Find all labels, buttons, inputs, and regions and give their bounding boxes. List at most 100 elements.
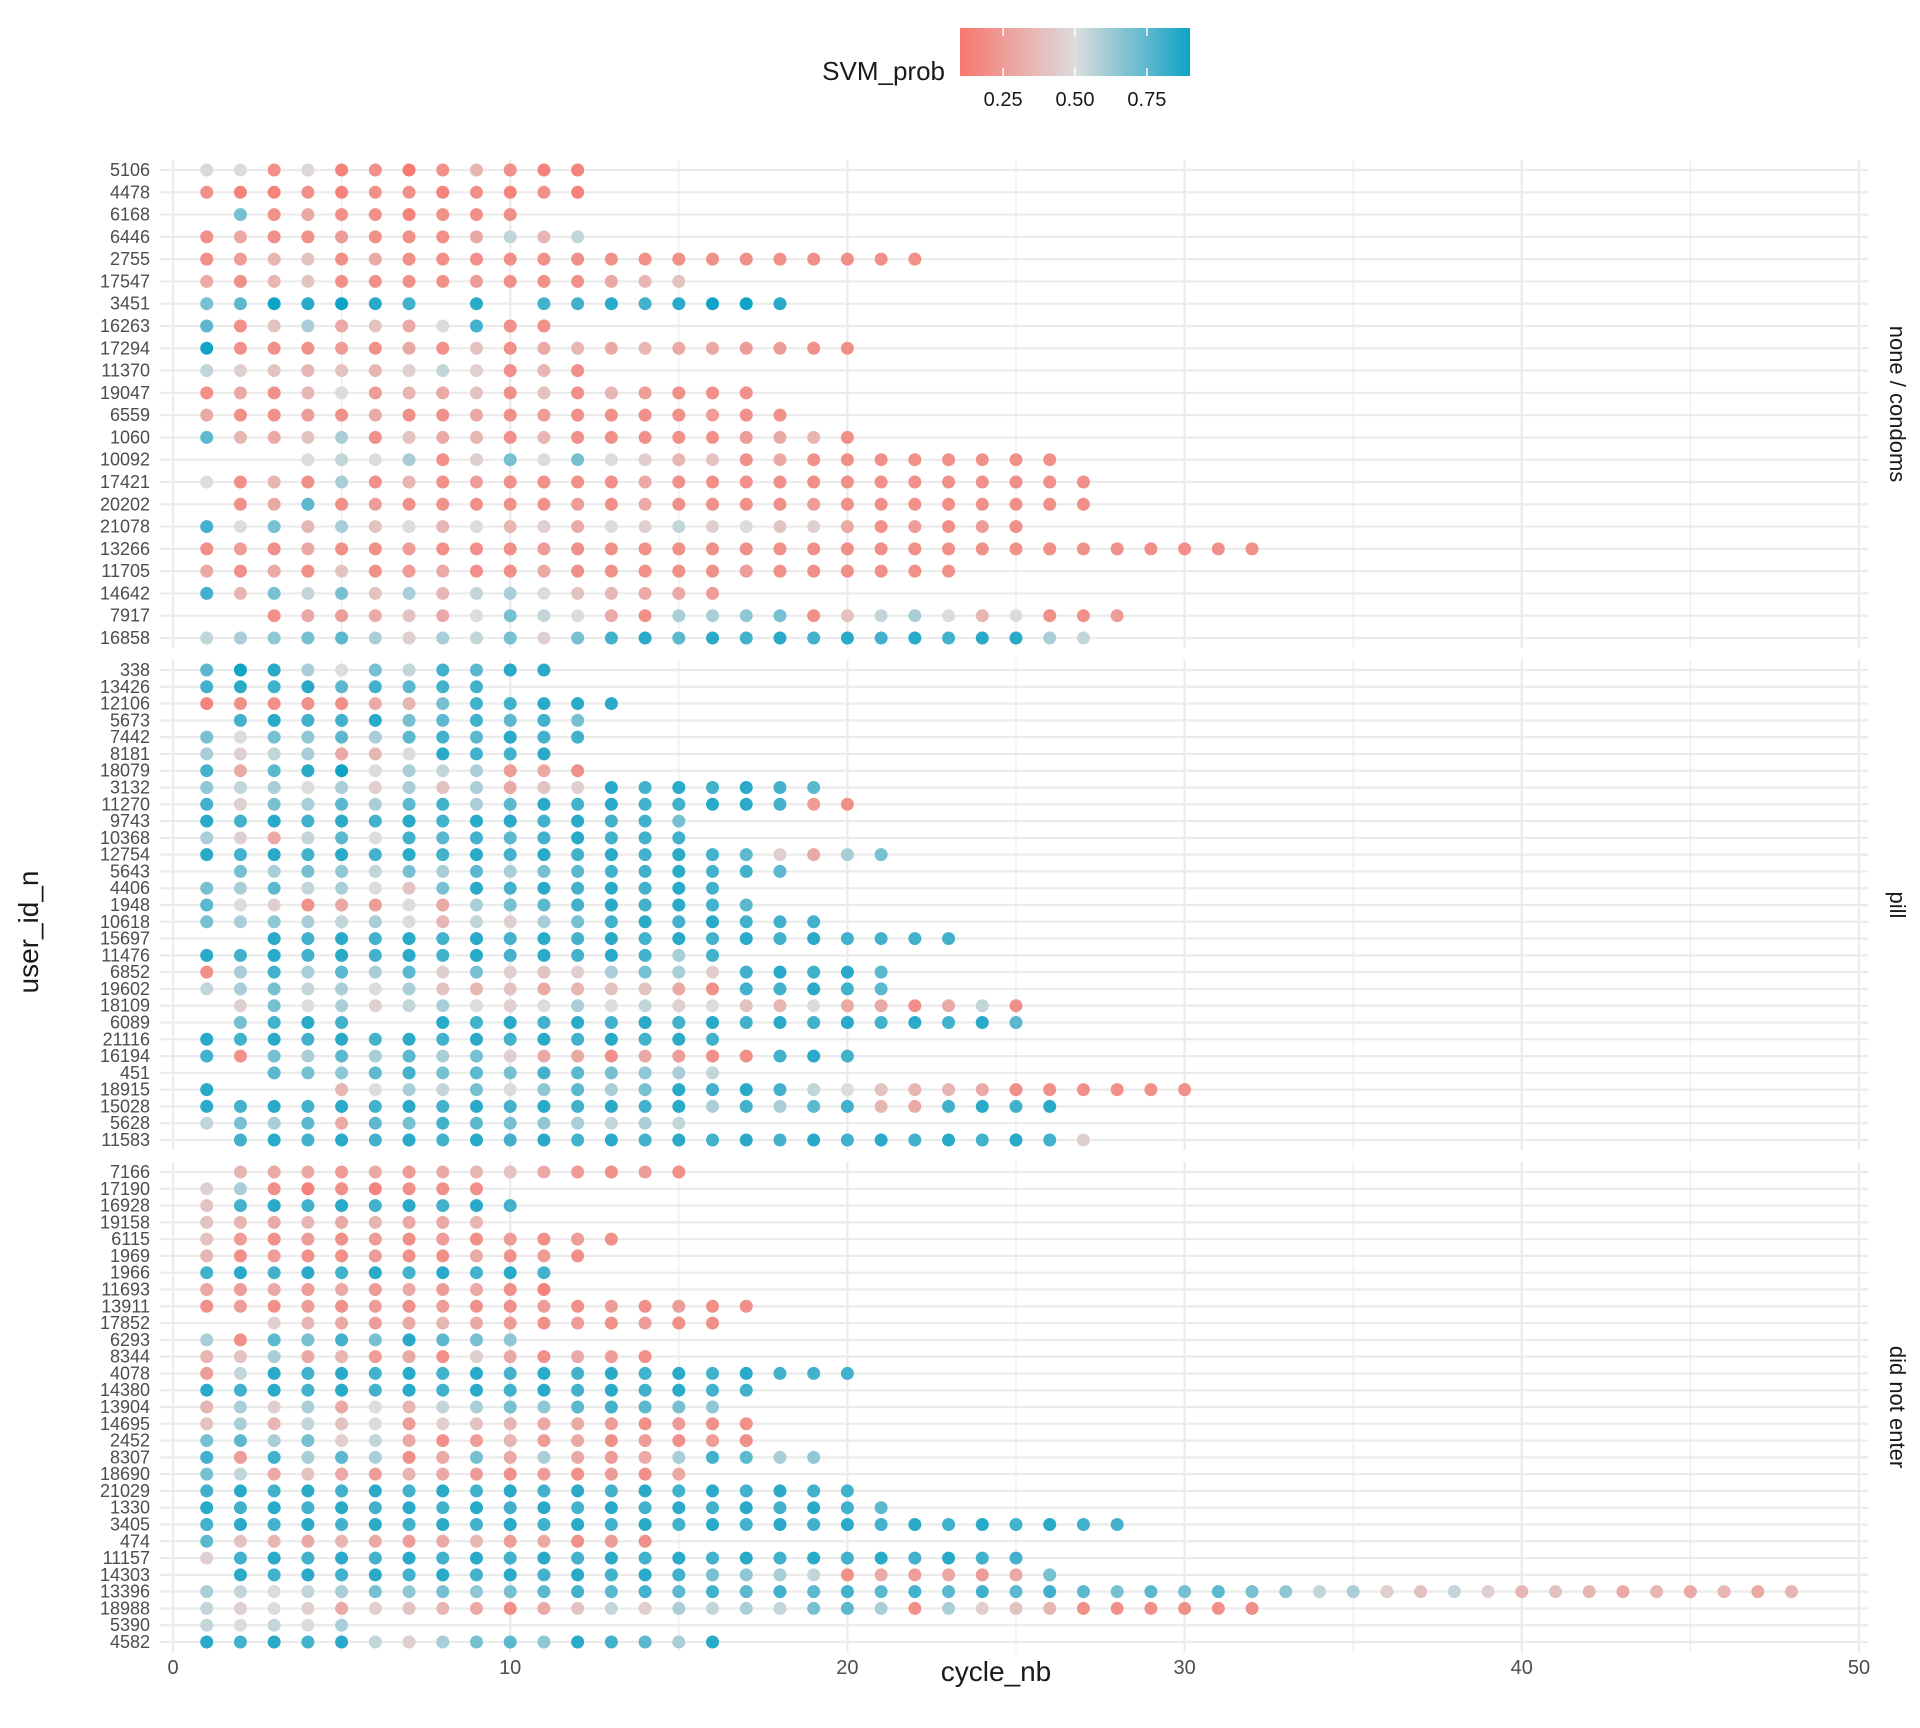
data-point: [672, 430, 686, 444]
data-point: [706, 915, 720, 929]
data-point: [638, 1417, 652, 1431]
user-id-label: 14380: [100, 1380, 150, 1400]
data-point: [773, 1083, 787, 1097]
data-point: [537, 797, 551, 811]
data-point: [571, 1083, 585, 1097]
data-point: [908, 1568, 922, 1582]
user-id-label: 1969: [110, 1246, 150, 1266]
user-id-label: 20202: [100, 494, 150, 514]
data-point: [604, 1484, 618, 1498]
data-point: [1110, 1585, 1124, 1599]
data-point: [200, 319, 214, 333]
data-point: [469, 1551, 483, 1565]
data-point: [503, 932, 517, 946]
data-point: [571, 1066, 585, 1080]
data-point: [638, 1099, 652, 1113]
data-point: [706, 1501, 720, 1515]
data-point: [706, 1450, 720, 1464]
data-point: [402, 1299, 416, 1313]
data-point: [503, 1383, 517, 1397]
data-point: [233, 781, 247, 794]
data-point: [638, 1450, 652, 1464]
data-point: [402, 764, 416, 778]
data-point: [537, 185, 551, 199]
data-point: [368, 864, 382, 878]
data-point: [335, 1585, 349, 1599]
data-point: [840, 1568, 854, 1582]
data-point: [402, 1434, 416, 1448]
data-point: [233, 1133, 247, 1147]
data-point: [301, 341, 315, 355]
data-point: [571, 497, 585, 511]
data-point: [301, 497, 315, 511]
data-point: [402, 364, 416, 378]
data-point: [301, 1467, 315, 1481]
data-point: [571, 609, 585, 623]
data-point: [1211, 1601, 1225, 1615]
data-point: [368, 1484, 382, 1498]
data-point: [1178, 1601, 1192, 1615]
data-point: [739, 848, 753, 862]
data-point: [233, 1534, 247, 1548]
user-id-label: 11157: [103, 1548, 150, 1568]
data-point: [1043, 1083, 1057, 1097]
data-point: [874, 252, 888, 266]
data-point: [436, 453, 450, 467]
data-point: [200, 1417, 214, 1431]
data-point: [571, 163, 585, 177]
data-point: [267, 1165, 281, 1179]
data-point: [368, 341, 382, 355]
data-point: [908, 1585, 922, 1599]
data-point: [571, 1249, 585, 1263]
data-point: [1009, 520, 1023, 534]
data-point: [402, 163, 416, 177]
data-point: [436, 1215, 450, 1229]
data-point: [638, 1501, 652, 1515]
data-point: [436, 1299, 450, 1313]
data-point: [301, 542, 315, 556]
data-point: [436, 1551, 450, 1565]
user-id-label: 4582: [110, 1632, 150, 1652]
data-point: [874, 932, 888, 946]
data-point: [469, 1066, 483, 1080]
data-point: [706, 1434, 720, 1448]
data-point: [1110, 1083, 1124, 1097]
data-point: [672, 948, 686, 962]
user-id-label: 6446: [110, 227, 150, 247]
data-point: [840, 1099, 854, 1113]
data-point: [706, 781, 720, 794]
data-point: [503, 341, 517, 355]
data-point: [267, 609, 281, 623]
data-point: [773, 1366, 787, 1380]
data-point: [402, 1083, 416, 1097]
data-point: [739, 999, 753, 1013]
data-point: [233, 965, 247, 979]
data-point: [368, 453, 382, 467]
data-point: [537, 1417, 551, 1431]
data-point: [301, 898, 315, 912]
data-point: [267, 864, 281, 878]
data-point: [537, 274, 551, 288]
data-point: [706, 1032, 720, 1046]
data-point: [908, 252, 922, 266]
data-point: [301, 797, 315, 811]
data-point: [368, 185, 382, 199]
data-point: [402, 1400, 416, 1414]
data-point: [469, 1568, 483, 1582]
data-point: [908, 475, 922, 489]
data-point: [301, 1199, 315, 1213]
data-point: [368, 965, 382, 979]
data-point: [537, 663, 551, 677]
data-point: [571, 1049, 585, 1063]
data-point: [537, 1099, 551, 1113]
data-point: [335, 297, 349, 311]
data-point: [402, 564, 416, 578]
data-point: [200, 781, 214, 794]
data-point: [942, 1099, 956, 1113]
data-point: [368, 1199, 382, 1213]
data-point: [773, 1099, 787, 1113]
data-point: [301, 208, 315, 222]
data-point: [200, 386, 214, 400]
data-point: [706, 564, 720, 578]
data-point: [335, 1266, 349, 1280]
